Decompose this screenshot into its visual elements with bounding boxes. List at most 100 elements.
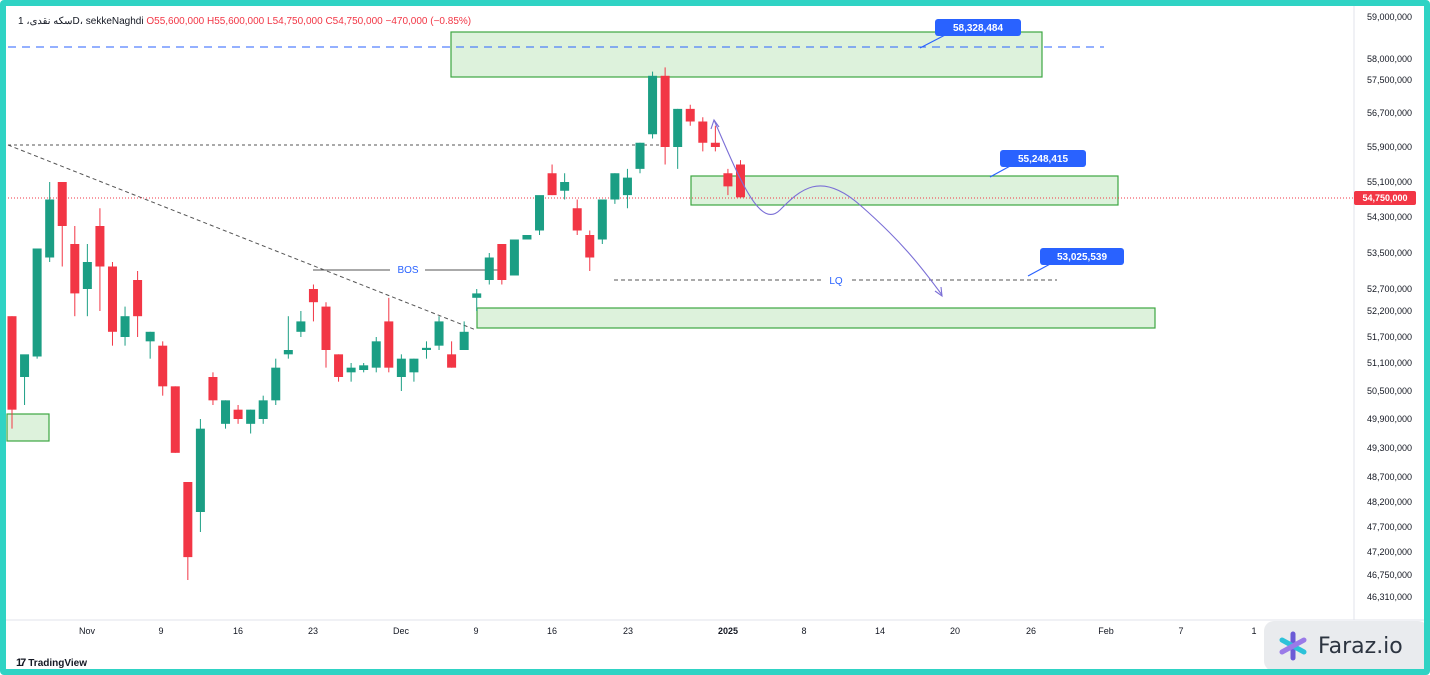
callout-label: 53,025,539 <box>1057 252 1107 263</box>
x-tick-label: 20 <box>950 626 960 636</box>
candle-body <box>170 386 180 453</box>
candle-body <box>396 358 406 377</box>
watermark-text: Faraz.io <box>1318 633 1403 659</box>
candle-body <box>434 321 444 346</box>
callout-box <box>1040 248 1124 265</box>
candle-body <box>685 108 695 122</box>
y-tick-label: 48,700,000 <box>1367 472 1412 482</box>
callout-box <box>1000 150 1086 167</box>
candle-body <box>459 331 469 350</box>
candle-body <box>384 321 394 368</box>
candle-body <box>585 235 595 258</box>
trendline <box>7 144 477 331</box>
x-tick-label: 16 <box>233 626 243 636</box>
candle-body <box>45 199 55 258</box>
candle-body <box>673 108 683 147</box>
ohlc-low: L54,750,000 <box>267 16 323 27</box>
y-tick-label: 55,100,000 <box>1367 177 1412 187</box>
candle-body <box>233 409 243 419</box>
ohlc-open: O55,600,000 <box>146 16 205 27</box>
candle-body <box>82 262 92 289</box>
candle-body <box>484 257 494 280</box>
candle-body <box>421 347 431 350</box>
candle-body <box>535 195 545 231</box>
y-tick-label: 51,100,000 <box>1367 358 1412 368</box>
candle-body <box>622 177 632 196</box>
candle-body <box>258 400 268 419</box>
y-tick-label: 57,500,000 <box>1367 75 1412 85</box>
candle-body <box>572 208 582 231</box>
tradingview-icon: 17 <box>16 657 26 669</box>
lq-label-bg <box>822 274 850 286</box>
y-tick-label: 56,700,000 <box>1367 108 1412 118</box>
candle-body <box>120 316 130 337</box>
callout-pointer <box>919 33 948 49</box>
candle-body <box>57 182 67 226</box>
bos-label: BOS <box>397 265 418 276</box>
candle-body <box>107 266 117 332</box>
y-tick-label: 48,200,000 <box>1367 497 1412 507</box>
candle-body <box>497 244 507 280</box>
symbol-header: سکه نقدی، 1D، sekkeNaghdi O55,600,000 H5… <box>18 16 471 27</box>
candle-body <box>158 345 168 387</box>
x-tick-label: 1 <box>1251 626 1256 636</box>
tradingview-label: TradingView <box>28 657 87 669</box>
price-chart[interactable]: 59,000,000 58,000,000 57,500,000 56,700,000… <box>6 6 1424 669</box>
ohlc-high: H55,600,000 <box>206 16 265 27</box>
y-tick-label: 46,750,000 <box>1367 570 1412 580</box>
candle-body <box>560 182 570 191</box>
x-tick-label: 14 <box>875 626 885 636</box>
y-tick-label: 55,900,000 <box>1367 142 1412 152</box>
candle-body <box>735 164 745 198</box>
y-tick-label: 52,200,000 <box>1367 306 1412 316</box>
last-price-label: 54,750,000 <box>1362 193 1407 203</box>
candle-body <box>710 142 720 147</box>
projection-arrowhead <box>934 286 943 298</box>
y-tick-label: 51,700,000 <box>1367 332 1412 342</box>
x-tick-label: 2025 <box>718 626 738 636</box>
candle-body <box>660 75 670 147</box>
candle-body <box>95 226 105 267</box>
candle-body <box>308 289 318 303</box>
callout-pointer <box>1027 262 1053 277</box>
x-tick-label: 8 <box>801 626 806 636</box>
candle-body <box>221 400 231 424</box>
x-tick-label: 23 <box>308 626 318 636</box>
projection-start-arrow <box>710 118 720 130</box>
candle-body <box>509 239 519 276</box>
candle-body <box>283 350 293 355</box>
x-tick-label: Nov <box>79 626 96 636</box>
candle-body <box>321 306 331 350</box>
x-tick-label: Feb <box>1098 626 1114 636</box>
ohlc-change: −470,000 (−0.85%) <box>385 16 472 27</box>
candle-body <box>271 367 281 401</box>
faraz-watermark: Faraz.io <box>1264 621 1424 669</box>
x-tick-label: 7 <box>1178 626 1183 636</box>
y-tick-label: 47,700,000 <box>1367 522 1412 532</box>
callout-label: 55,248,415 <box>1018 154 1068 165</box>
y-tick-label: 49,900,000 <box>1367 414 1412 424</box>
y-tick-label: 49,300,000 <box>1367 443 1412 453</box>
candle-body <box>183 482 193 558</box>
symbol-name[interactable]: سکه نقدی، 1D، sekkeNaghdi <box>18 16 144 27</box>
candle-body <box>133 280 143 317</box>
callout-box <box>935 19 1021 36</box>
candle-body <box>547 173 557 196</box>
candle-body <box>20 354 30 377</box>
candle-body <box>195 428 205 512</box>
x-tick-label: 23 <box>623 626 633 636</box>
candle-body <box>32 248 42 357</box>
candle-body <box>409 358 419 373</box>
supply-zone-top <box>450 31 1043 78</box>
demand-zone-left <box>6 413 50 442</box>
candle-body <box>522 235 532 240</box>
candle-body <box>346 367 356 373</box>
candle-body <box>7 316 17 410</box>
candle-body <box>597 199 607 240</box>
y-tick-label: 59,000,000 <box>1367 12 1412 22</box>
ohlc-close: C54,750,000 <box>325 16 383 27</box>
tradingview-logo[interactable]: 17 TradingView <box>16 657 87 669</box>
candle-body <box>635 142 645 169</box>
candle-body <box>70 244 80 294</box>
